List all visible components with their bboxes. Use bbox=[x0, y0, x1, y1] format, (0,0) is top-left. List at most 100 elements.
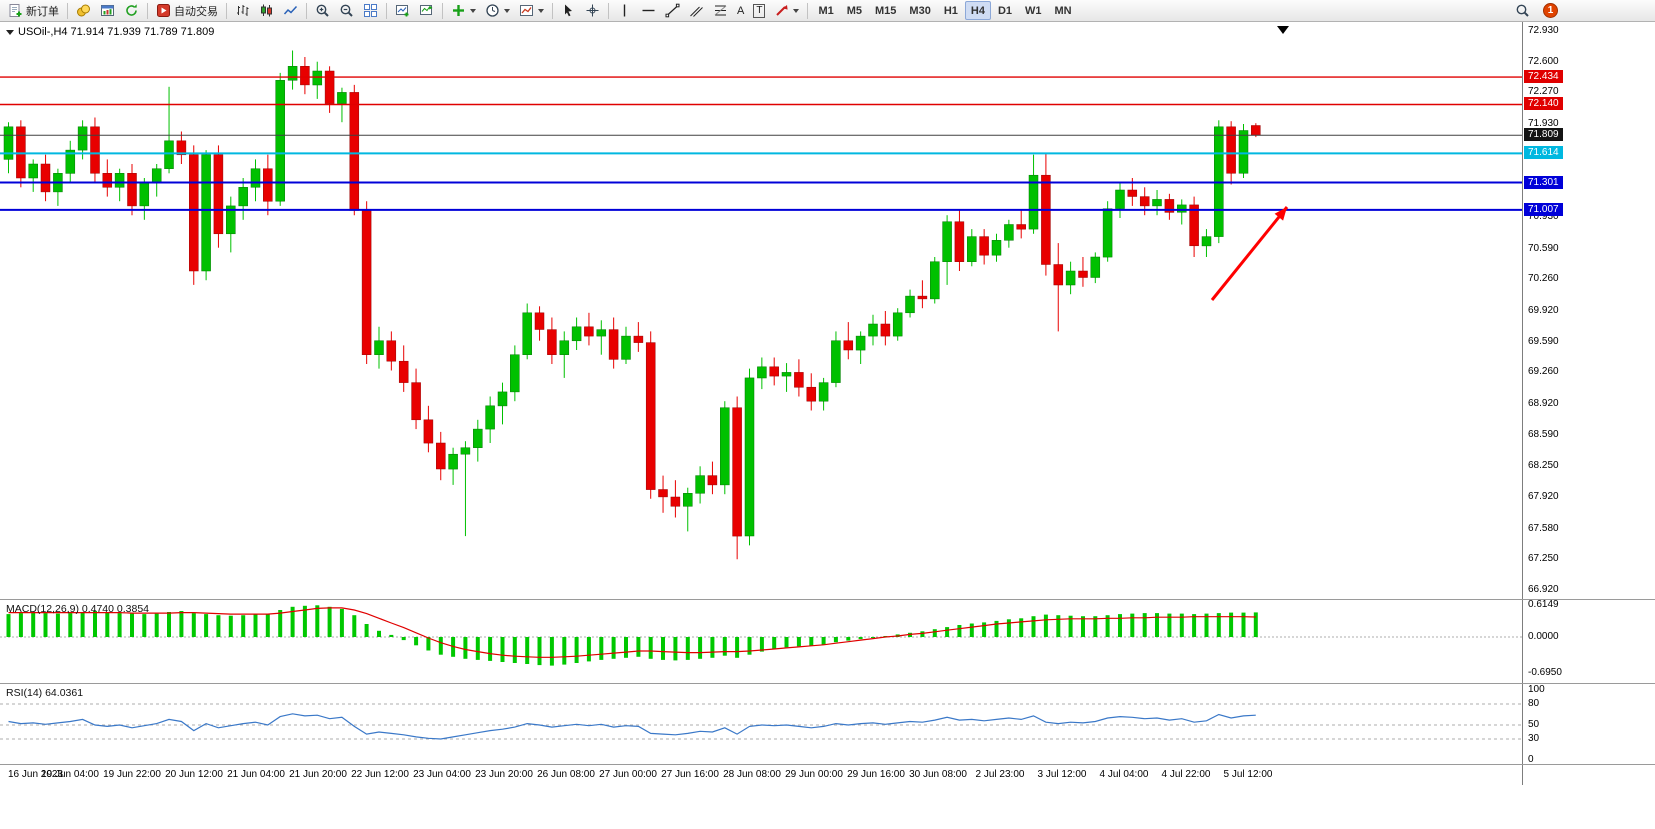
toolbar: 新订单 自动交易 A T M1 M5 M15 M30 H1 H4 D1 W1 MN 1 bbox=[0, 0, 1655, 22]
refresh-button[interactable] bbox=[120, 1, 143, 20]
candle bbox=[250, 159, 261, 202]
crosshair-tool-button[interactable] bbox=[581, 1, 604, 20]
template-icon bbox=[520, 5, 533, 16]
channel-tool-button[interactable] bbox=[685, 1, 708, 20]
panel-splitter[interactable] bbox=[0, 683, 1655, 684]
candle bbox=[732, 396, 742, 560]
chart-window-button[interactable] bbox=[96, 1, 119, 20]
candle bbox=[361, 201, 372, 364]
trendline-tool-button[interactable] bbox=[661, 1, 684, 20]
indicators-button[interactable] bbox=[447, 1, 480, 20]
timeframe-w1-button[interactable]: W1 bbox=[1019, 1, 1048, 20]
candle bbox=[485, 396, 495, 443]
candle-body bbox=[287, 66, 298, 81]
tile-windows-button[interactable] bbox=[359, 1, 382, 20]
candle-body bbox=[683, 493, 693, 507]
zoom-in-button[interactable] bbox=[311, 1, 334, 20]
rsi-line bbox=[8, 713, 1256, 740]
macd-histogram-bar bbox=[698, 637, 703, 659]
vertical-line-tool-button[interactable] bbox=[613, 1, 636, 20]
trendline-icon bbox=[665, 3, 680, 18]
price-scale-label: 69.590 bbox=[1528, 336, 1559, 347]
price-scale-label: 72.600 bbox=[1528, 56, 1559, 67]
candle-body bbox=[707, 475, 718, 486]
text-tool-button[interactable]: A bbox=[733, 1, 748, 20]
candle-body bbox=[522, 312, 532, 355]
templates-button[interactable] bbox=[515, 1, 548, 20]
candle-body bbox=[584, 326, 594, 337]
macd-histogram-bar bbox=[945, 627, 950, 637]
macd-histogram-bar bbox=[278, 610, 283, 637]
price-axis[interactable]: 72.93072.60072.27071.93071.60071.26070.9… bbox=[1522, 22, 1655, 785]
rsi-scale-label: 100 bbox=[1528, 684, 1545, 695]
arrows-tool-button[interactable] bbox=[770, 1, 803, 20]
profiles-button[interactable] bbox=[415, 1, 438, 20]
panel-splitter[interactable] bbox=[0, 599, 1655, 600]
candle bbox=[176, 131, 187, 164]
panel-splitter[interactable] bbox=[0, 764, 1655, 765]
timeframe-m1-button[interactable]: M1 bbox=[812, 1, 839, 20]
autotrading-button[interactable]: 自动交易 bbox=[152, 1, 222, 20]
market-watch-button[interactable] bbox=[72, 1, 95, 20]
time-scale-label: 21 Jun 20:00 bbox=[289, 769, 347, 780]
zoom-out-button[interactable] bbox=[335, 1, 358, 20]
notification-badge[interactable]: 1 bbox=[1543, 3, 1558, 18]
cursor-tool-button[interactable] bbox=[557, 1, 580, 20]
toolbar-separator bbox=[552, 2, 553, 19]
fibonacci-tool-button[interactable] bbox=[709, 1, 732, 20]
candle-body bbox=[720, 407, 730, 486]
macd-histogram-bar bbox=[735, 637, 740, 658]
timeframe-h4-button[interactable]: H4 bbox=[964, 1, 991, 20]
price-scale-label: 69.260 bbox=[1528, 366, 1559, 377]
candle bbox=[905, 289, 915, 318]
macd-canvas[interactable] bbox=[0, 600, 1522, 683]
new-order-button[interactable]: 新订单 bbox=[4, 1, 63, 20]
toolbar-separator bbox=[386, 2, 387, 19]
timeframe-mn-button[interactable]: MN bbox=[1049, 1, 1078, 20]
candle bbox=[90, 117, 100, 183]
bar-chart-button[interactable] bbox=[231, 1, 254, 20]
macd-histogram-bar bbox=[994, 620, 999, 637]
buy-signal-arrow[interactable] bbox=[1210, 206, 1289, 301]
arrow-head bbox=[1274, 207, 1287, 221]
time-axis[interactable]: 16 Jun 2023 19 Jun 04:00 19 Jun 22:00 20 Ju… bbox=[0, 765, 1522, 785]
candlestick-chart-button[interactable] bbox=[255, 1, 278, 20]
price-level-badge: 71.007 bbox=[1524, 203, 1563, 216]
text-label-tool-button[interactable]: T bbox=[749, 1, 769, 20]
candle-body bbox=[1189, 204, 1199, 247]
horizontal-line-tool-button[interactable] bbox=[637, 1, 660, 20]
candle bbox=[855, 331, 866, 364]
candle bbox=[534, 306, 545, 341]
timeframe-h1-button[interactable]: H1 bbox=[938, 1, 964, 20]
zoom-in-icon bbox=[316, 4, 329, 17]
macd-histogram-bar bbox=[549, 637, 554, 666]
channel-icon bbox=[690, 6, 703, 17]
price-scale-label: 67.920 bbox=[1528, 491, 1559, 502]
price-chart-canvas[interactable] bbox=[0, 22, 1522, 599]
macd-histogram-bar bbox=[1006, 619, 1011, 637]
candle-body bbox=[806, 386, 817, 402]
candle-body bbox=[1164, 199, 1175, 213]
candle-body bbox=[263, 168, 273, 202]
timeframe-m15-button[interactable]: M15 bbox=[869, 1, 902, 20]
autotrading-button-label: 自动交易 bbox=[174, 5, 218, 18]
macd-histogram-bar bbox=[661, 637, 665, 660]
text-tool-button-label: A bbox=[737, 4, 745, 17]
candle-body bbox=[633, 335, 644, 343]
periods-button[interactable] bbox=[481, 1, 514, 20]
timeframe-d1-button[interactable]: D1 bbox=[992, 1, 1018, 20]
timeframe-m5-button[interactable]: M5 bbox=[841, 1, 868, 20]
candle bbox=[497, 382, 508, 425]
rsi-indicator-label: RSI(14) 64.0361 bbox=[6, 687, 84, 699]
symbol-dropdown-icon[interactable] bbox=[6, 29, 14, 35]
line-chart-button[interactable] bbox=[279, 1, 302, 20]
candle bbox=[806, 373, 817, 411]
candle bbox=[40, 154, 51, 202]
new-chart-button[interactable] bbox=[391, 1, 414, 20]
search-button[interactable] bbox=[1511, 1, 1534, 20]
macd-histogram-bar bbox=[43, 613, 48, 637]
rsi-canvas[interactable] bbox=[0, 684, 1522, 764]
timeframe-m30-button[interactable]: M30 bbox=[903, 1, 936, 20]
toolbar-separator bbox=[807, 2, 809, 19]
price-scale-label: 68.590 bbox=[1528, 429, 1559, 440]
